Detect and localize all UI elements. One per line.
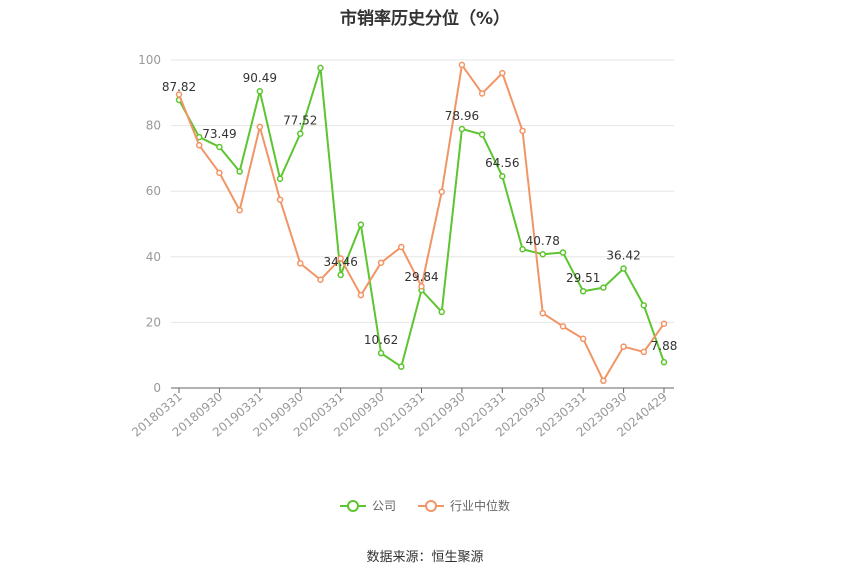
x-axis: 2018033120180930201903312019093020200331… [129, 387, 674, 440]
grid-lines [171, 59, 674, 323]
data-point [620, 343, 627, 350]
data-point [195, 142, 203, 149]
legend-marker-industry [418, 499, 444, 512]
data-point [579, 335, 587, 343]
y-tick-label: 20 [146, 315, 161, 329]
data-point [438, 188, 445, 196]
data-point [539, 250, 546, 258]
data-point [458, 125, 466, 133]
data-point [357, 221, 365, 228]
data-label: 77.52 [283, 114, 317, 128]
data-label: 87.82 [162, 80, 196, 94]
y-tick-label: 40 [146, 250, 161, 264]
data-point [640, 348, 648, 356]
data-point [438, 308, 445, 316]
legend-label-industry: 行业中位数 [450, 499, 511, 513]
series-line-industry [178, 63, 665, 382]
data-label: 73.49 [202, 127, 236, 141]
series-line-company [178, 66, 665, 368]
data-point [377, 349, 385, 357]
data-point [660, 358, 668, 366]
chart-title: 市销率历史分位（%） [339, 9, 511, 29]
data-source: 数据来源：恒生聚源 [366, 550, 484, 565]
data-point [276, 175, 284, 182]
data-point [256, 123, 264, 131]
legend-marker-company [339, 499, 366, 512]
series-group [175, 61, 668, 385]
y-tick-label: 100 [138, 53, 161, 67]
data-point [499, 69, 506, 77]
data-label: 29.84 [404, 270, 438, 284]
data-label: 29.51 [566, 271, 600, 285]
data-point [337, 271, 344, 279]
data-point [579, 287, 587, 295]
data-point [297, 260, 304, 267]
data-point [236, 206, 243, 214]
data-label: 34.46 [323, 255, 357, 269]
data-label: 40.78 [526, 234, 560, 248]
data-point [377, 259, 385, 266]
data-point [600, 284, 607, 291]
data-point [236, 168, 243, 175]
data-label: 64.56 [485, 156, 519, 170]
data-point [499, 172, 506, 180]
legend-label-company: 公司 [371, 499, 396, 513]
legend: 公司 行业中位数 [0, 497, 850, 514]
data-point [418, 283, 425, 290]
data-point [458, 61, 466, 69]
data-point [640, 302, 648, 309]
data-point [600, 377, 607, 385]
y-tick-label: 0 [153, 381, 161, 395]
y-tick-label: 80 [146, 119, 161, 133]
data-point [559, 323, 567, 330]
y-axis: 0 20 40 60 80 100 [138, 53, 161, 395]
y-tick-label: 60 [146, 184, 161, 198]
data-point [559, 249, 567, 256]
data-label: 36.42 [606, 249, 640, 263]
data-point [317, 276, 324, 284]
legend-item-industry[interactable]: 行业中位数 [418, 497, 510, 514]
legend-item-company[interactable]: 公司 [339, 497, 396, 514]
data-point [297, 130, 304, 137]
data-point [256, 87, 264, 95]
data-point [398, 363, 405, 370]
data-point [519, 246, 526, 253]
data-point [478, 90, 486, 97]
data-point [216, 169, 223, 177]
data-point [317, 64, 324, 72]
data-label: 10.62 [364, 333, 398, 347]
data-point [539, 309, 546, 317]
data-point [357, 291, 365, 299]
data-point [620, 265, 627, 272]
data-point [519, 127, 526, 135]
data-point [276, 196, 284, 203]
data-point [478, 131, 486, 138]
data-label: 7.88 [651, 339, 678, 353]
data-labels: 87.82 73.49 90.49 77.52 34.46 10.62 29.84 78.96… [162, 71, 678, 353]
data-point [337, 255, 344, 262]
data-label: 78.96 [445, 109, 479, 123]
data-point [216, 143, 223, 151]
data-point [175, 91, 183, 98]
data-point [660, 320, 668, 327]
data-point [398, 243, 405, 251]
data-label: 90.49 [243, 71, 277, 85]
